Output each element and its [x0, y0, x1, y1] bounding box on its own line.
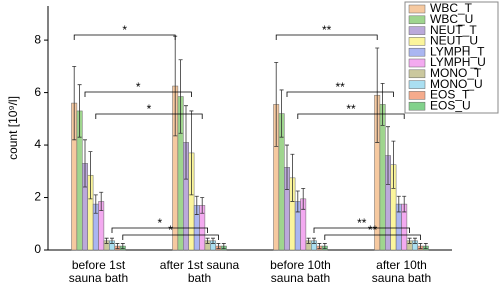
significance-label: ** — [336, 80, 346, 94]
error-bar — [77, 84, 82, 138]
error-bar — [93, 194, 98, 214]
legend-label: LYMPH_U — [430, 55, 486, 69]
error-bar — [322, 243, 327, 250]
legend-swatch — [408, 47, 426, 57]
y-tick-label: 6 — [34, 85, 41, 99]
legend-swatch — [408, 26, 426, 35]
significance-bracket — [111, 227, 208, 233]
y-tick-label: 4 — [34, 137, 41, 151]
error-bar — [290, 153, 295, 202]
error-bar — [407, 237, 412, 244]
legend-swatch — [408, 37, 426, 46]
legend-swatch — [408, 69, 426, 79]
legend-label: MONO_U — [430, 77, 483, 91]
error-bar — [423, 243, 428, 250]
legend-label: EOS_U — [430, 98, 471, 112]
legend-label: WBC_T — [430, 1, 473, 15]
error-bar — [72, 65, 77, 141]
significance-bracket — [275, 34, 378, 40]
significance-label: ** — [368, 223, 378, 237]
error-bar — [104, 237, 109, 244]
error-bar — [306, 237, 311, 244]
error-bar — [88, 151, 93, 200]
significance-label: * — [157, 216, 162, 230]
legend-swatch — [408, 91, 426, 100]
error-bar — [110, 237, 114, 244]
significance-label: * — [147, 102, 152, 116]
x-tick-label: before 10th sauna bath — [270, 258, 331, 283]
error-bar — [194, 195, 199, 215]
error-bar — [216, 243, 221, 250]
significance-bracket — [297, 113, 405, 119]
legend-swatch — [408, 101, 426, 111]
significance-label: * — [168, 223, 173, 237]
legend-label: NEUT_T — [430, 23, 477, 37]
error-bar — [285, 144, 289, 191]
error-bar — [189, 110, 194, 196]
error-bar — [221, 243, 226, 250]
error-bar — [418, 243, 423, 250]
error-bar — [380, 82, 385, 126]
x-tick-label: after 10th sauna bath — [371, 258, 432, 283]
error-bar — [115, 243, 120, 250]
significance-label: * — [136, 80, 141, 94]
error-bar — [402, 195, 407, 213]
significance-bracket — [73, 34, 176, 40]
significance-bracket — [95, 113, 203, 119]
error-bar — [312, 237, 316, 244]
y-axis-label: count [10⁹/l] — [6, 96, 20, 160]
error-bar — [120, 243, 125, 250]
significance-bracket — [122, 234, 219, 240]
error-bar — [396, 195, 401, 213]
error-bar — [413, 237, 417, 244]
error-bar — [301, 187, 306, 210]
error-bar — [386, 126, 390, 185]
legend-label: LYMPH_T — [430, 44, 485, 58]
significance-label: ** — [322, 23, 332, 37]
significance-bracket — [324, 234, 421, 240]
error-bar — [211, 237, 215, 244]
error-bar — [375, 47, 380, 143]
significance-label: ** — [357, 216, 367, 230]
error-bar — [279, 89, 284, 138]
error-bar — [274, 62, 279, 147]
legend-label: WBC_U — [430, 12, 473, 26]
legend-swatch — [408, 58, 426, 68]
significance-bracket — [286, 91, 394, 97]
y-tick-label: 2 — [34, 190, 41, 204]
error-bar — [317, 243, 322, 250]
legend-swatch — [408, 80, 426, 89]
x-tick-label: after 1st sauna bath — [159, 258, 240, 283]
error-bar — [178, 59, 183, 134]
significance-label: ** — [346, 102, 356, 116]
error-bar — [205, 237, 210, 244]
error-bar — [83, 139, 87, 188]
error-bar — [295, 190, 300, 213]
legend-label: MONO_T — [430, 66, 482, 80]
legend-label: EOS_T — [430, 88, 470, 102]
error-bar — [391, 140, 396, 189]
legend-label: NEUT_U — [430, 34, 478, 48]
y-tick-label: 0 — [34, 242, 41, 256]
x-tick-label: before 1st sauna bath — [68, 258, 129, 283]
error-bar — [99, 191, 104, 212]
significance-bracket — [313, 227, 410, 233]
error-bar — [184, 105, 188, 180]
error-bar — [200, 197, 205, 214]
legend-swatch — [408, 15, 426, 25]
y-tick-label: 8 — [34, 32, 41, 46]
significance-bracket — [84, 91, 192, 97]
legend-swatch — [408, 4, 426, 14]
significance-label: * — [122, 23, 127, 37]
